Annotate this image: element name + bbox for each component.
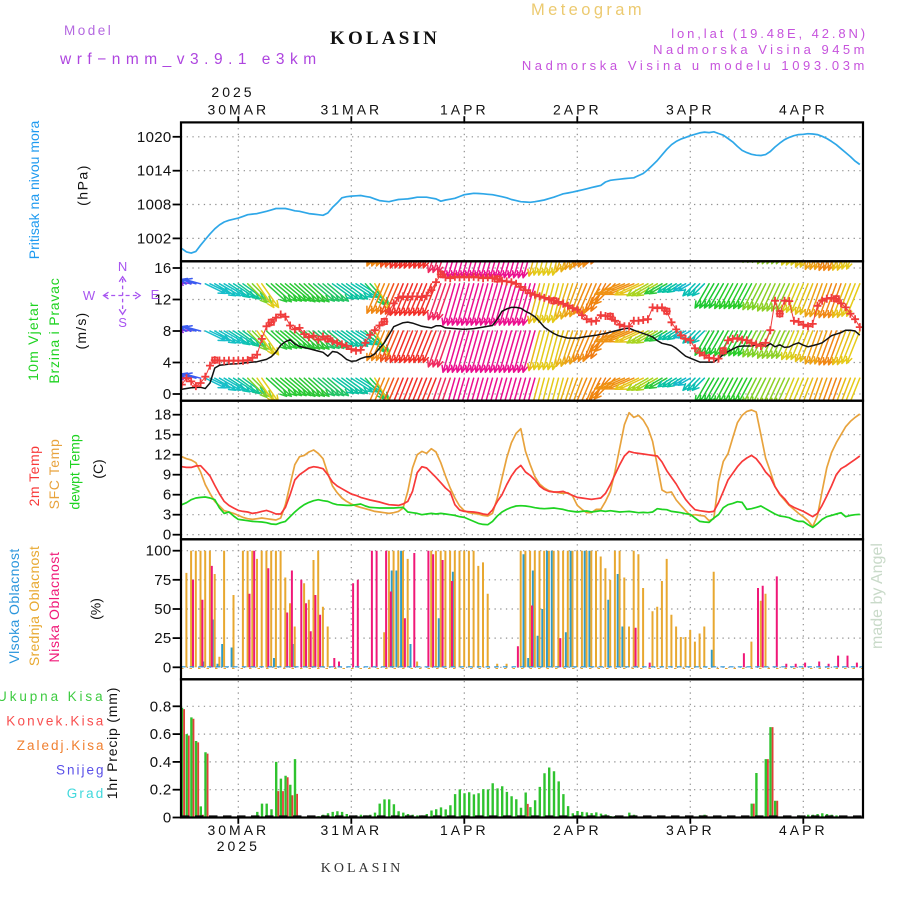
svg-text:3APR: 3APR	[666, 822, 715, 838]
svg-text:31MAR: 31MAR	[320, 822, 382, 838]
svg-text:Meteogram: Meteogram	[531, 1, 645, 19]
svg-text:0: 0	[163, 527, 172, 544]
svg-text:6: 6	[163, 487, 172, 504]
svg-text:Ukupna Kisa: Ukupna Kisa	[0, 689, 106, 704]
svg-text:1APR: 1APR	[440, 102, 489, 118]
svg-text:E: E	[151, 287, 160, 302]
svg-text:1020: 1020	[137, 129, 172, 146]
svg-text:9: 9	[163, 467, 172, 484]
svg-text:1014: 1014	[137, 163, 172, 180]
svg-text:1APR: 1APR	[440, 822, 489, 838]
svg-text:4APR: 4APR	[779, 822, 828, 838]
svg-text:lon,lat (19.48E, 42.8N): lon,lat (19.48E, 42.8N)	[671, 26, 868, 41]
svg-text:Srednja Oblacnost: Srednja Oblacnost	[26, 546, 42, 666]
svg-text:0: 0	[163, 659, 172, 676]
svg-text:made by Angel: made by Angel	[869, 543, 886, 649]
svg-text:3: 3	[163, 507, 172, 524]
svg-text:KOLASIN: KOLASIN	[330, 28, 440, 49]
svg-text:1008: 1008	[137, 197, 172, 214]
svg-text:Konvek.Kisa: Konvek.Kisa	[6, 714, 105, 729]
svg-text:Niska Oblacnost: Niska Oblacnost	[46, 552, 62, 663]
svg-text:16: 16	[154, 260, 171, 277]
svg-text:31MAR: 31MAR	[320, 102, 382, 118]
svg-text:25: 25	[154, 630, 171, 647]
svg-text:Brzina i Pravac: Brzina i Pravac	[46, 277, 62, 383]
svg-text:30MAR: 30MAR	[207, 102, 269, 118]
svg-text:12: 12	[154, 292, 171, 309]
svg-text:2025: 2025	[217, 838, 260, 854]
svg-text:S: S	[118, 315, 127, 330]
svg-text:100: 100	[146, 543, 172, 560]
svg-text:0.8: 0.8	[150, 698, 172, 715]
svg-text:W: W	[83, 288, 96, 303]
svg-text:Pritisak na nivou mora: Pritisak na nivou mora	[26, 121, 42, 260]
svg-text:12: 12	[154, 447, 171, 464]
svg-text:(%): (%)	[88, 598, 104, 620]
svg-text:75: 75	[154, 572, 171, 589]
svg-text:2APR: 2APR	[553, 102, 602, 118]
svg-text:KOLASIN: KOLASIN	[321, 861, 403, 876]
svg-text:Model: Model	[64, 23, 113, 38]
svg-text:(m/s): (m/s)	[73, 312, 89, 350]
svg-text:N: N	[118, 259, 127, 274]
svg-text:2m Temp: 2m Temp	[26, 446, 42, 507]
svg-text:wrf−nmm_v3.9.1 e3km: wrf−nmm_v3.9.1 e3km	[59, 51, 322, 68]
svg-text:30MAR: 30MAR	[207, 822, 269, 838]
svg-text:0.6: 0.6	[150, 726, 172, 743]
svg-text:SFC Temp: SFC Temp	[46, 439, 62, 510]
svg-text:0.2: 0.2	[150, 782, 172, 799]
svg-text:Nadmorska Visina 945m: Nadmorska Visina 945m	[653, 42, 868, 57]
svg-text:1hr Precip (mm): 1hr Precip (mm)	[104, 687, 120, 799]
svg-text:18: 18	[154, 407, 171, 424]
svg-text:2APR: 2APR	[553, 822, 602, 838]
svg-text:Zaledj.Kisa: Zaledj.Kisa	[17, 738, 106, 753]
svg-text:10m Vjetar: 10m Vjetar	[25, 301, 41, 381]
svg-text:dewpt Temp: dewpt Temp	[67, 434, 83, 509]
svg-text:4APR: 4APR	[779, 102, 828, 118]
svg-text:Grad: Grad	[67, 786, 106, 801]
svg-text:Nadmorska Visina u modelu 1093: Nadmorska Visina u modelu 1093.03m	[522, 58, 868, 73]
svg-text:0: 0	[163, 386, 172, 403]
svg-text:1002: 1002	[137, 230, 172, 247]
svg-text:0.4: 0.4	[150, 754, 172, 771]
svg-text:(hPa): (hPa)	[75, 164, 91, 206]
svg-text:3APR: 3APR	[666, 102, 715, 118]
svg-text:50: 50	[154, 601, 171, 618]
svg-text:Snijeg: Snijeg	[56, 763, 106, 778]
svg-text:8: 8	[163, 323, 172, 340]
svg-text:4: 4	[163, 355, 172, 372]
svg-text:Vlsoka Oblacnost: Vlsoka Oblacnost	[6, 548, 22, 663]
svg-text:2025: 2025	[211, 84, 254, 100]
svg-text:(C): (C)	[90, 459, 106, 478]
svg-text:0: 0	[163, 810, 172, 827]
svg-text:15: 15	[154, 427, 171, 444]
